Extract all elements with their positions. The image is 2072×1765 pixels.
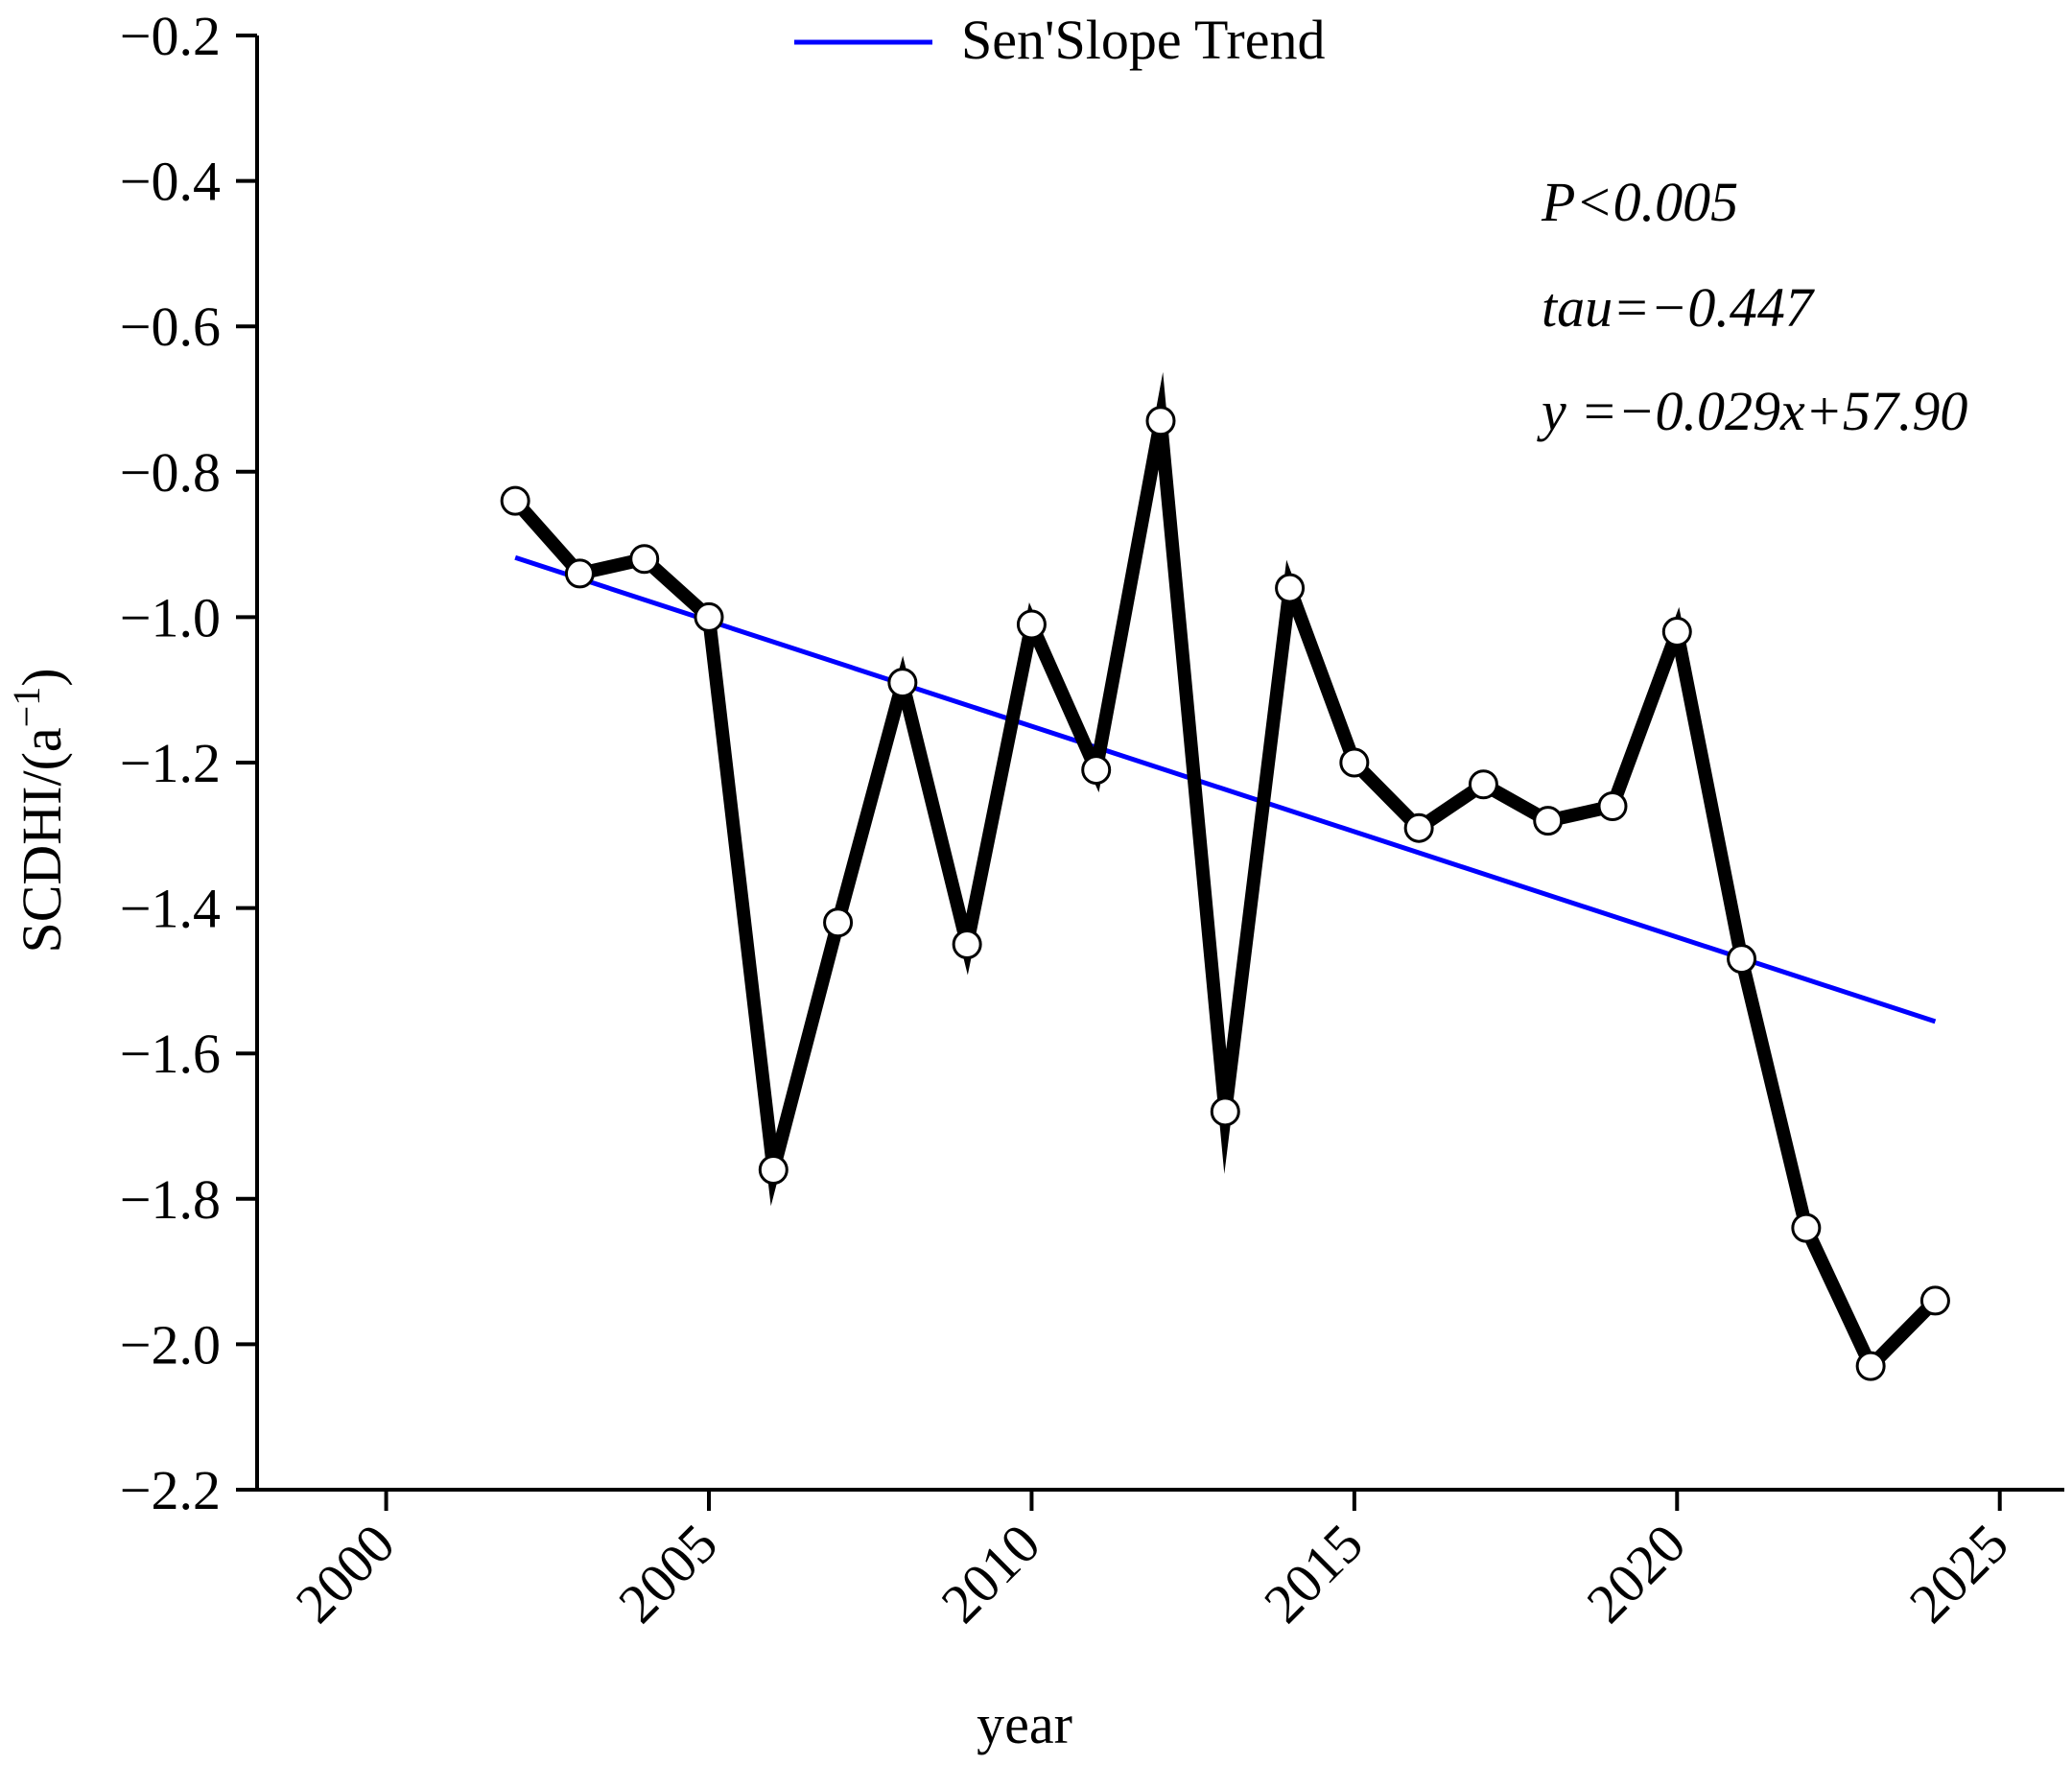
data-point-2006 [758, 1154, 789, 1185]
data-point-2020 [1661, 617, 1692, 647]
y-tick-label: −0.4 [120, 151, 221, 213]
series-line-scdhi [509, 371, 1941, 1378]
y-axis-ticks: −0.2 −0.4 −0.6 −0.8 −1.0 −1.2 −1.4 −1.6 −1.8 −2.0… [120, 5, 257, 1521]
y-tick-label: −2.0 [120, 1313, 221, 1376]
annotation-p-value: P<0.005 [1541, 171, 1738, 233]
data-point-2007 [823, 907, 854, 938]
y-tick-label: −0.8 [120, 441, 221, 504]
y-axis-title-superscript: −1 [5, 687, 48, 728]
annotation-equation: y =−0.029x+57.90 [1537, 380, 1967, 442]
axes [255, 35, 2064, 1492]
x-tick-label: 2025 [1897, 1512, 2020, 1635]
y-tick-label: −1.6 [120, 1023, 221, 1085]
y-axis-title-suffix: ) [11, 668, 73, 686]
x-tick-label: 2000 [284, 1512, 407, 1635]
stats-annotations: P<0.005 tau=−0.447 y =−0.029x+57.90 [1537, 171, 1967, 442]
data-point-2023 [1855, 1351, 1886, 1381]
y-tick-label: −0.2 [120, 5, 221, 67]
legend: Sen'Slope Trend [794, 9, 1325, 71]
data-point-2022 [1791, 1212, 1822, 1243]
data-point-2017 [1468, 769, 1498, 800]
data-point-2011 [1081, 755, 1112, 786]
legend-label-trend: Sen'Slope Trend [961, 9, 1325, 71]
x-tick-label: 2005 [606, 1512, 729, 1635]
y-tick-label: −2.2 [120, 1459, 221, 1521]
data-point-2003 [564, 558, 595, 589]
trend-line [514, 554, 1937, 1024]
y-tick-label: −1.0 [120, 586, 221, 648]
data-point-2012 [1145, 406, 1176, 436]
data-point-2024 [1919, 1285, 1950, 1316]
data-point-2010 [1016, 609, 1047, 640]
series-layer [509, 371, 1941, 1378]
data-point-2002 [500, 485, 530, 516]
x-axis-title: year [977, 1693, 1072, 1755]
data-point-2018 [1533, 806, 1564, 836]
x-tick-label: 2010 [930, 1512, 1052, 1635]
data-point-2019 [1597, 790, 1628, 821]
data-point-2013 [1210, 1096, 1240, 1127]
y-axis-title-main: SCDHI/(a [11, 727, 73, 953]
data-point-2009 [952, 930, 982, 959]
y-axis-title: SCDHI/(a−1) [5, 668, 73, 953]
x-tick-label: 2020 [1574, 1512, 1697, 1635]
data-point-2008 [887, 668, 918, 698]
data-point-2015 [1339, 747, 1370, 778]
data-point-2016 [1403, 812, 1434, 843]
x-tick-label: 2015 [1252, 1512, 1375, 1635]
data-point-2014 [1275, 573, 1306, 603]
data-point-2021 [1727, 944, 1757, 975]
y-tick-label: −1.8 [120, 1168, 221, 1231]
y-tick-label: −1.4 [120, 878, 221, 940]
data-point-2005 [694, 601, 724, 632]
y-tick-label: −0.6 [120, 295, 221, 358]
x-axis-ticks: 2000 2005 2010 2015 2020 2025 [284, 1490, 2020, 1635]
data-point-2004 [629, 544, 660, 575]
trend-layer [514, 554, 1937, 1024]
annotation-tau: tau=−0.447 [1542, 276, 1815, 339]
y-tick-label: −1.2 [120, 732, 221, 794]
marker-layer [500, 406, 1950, 1381]
